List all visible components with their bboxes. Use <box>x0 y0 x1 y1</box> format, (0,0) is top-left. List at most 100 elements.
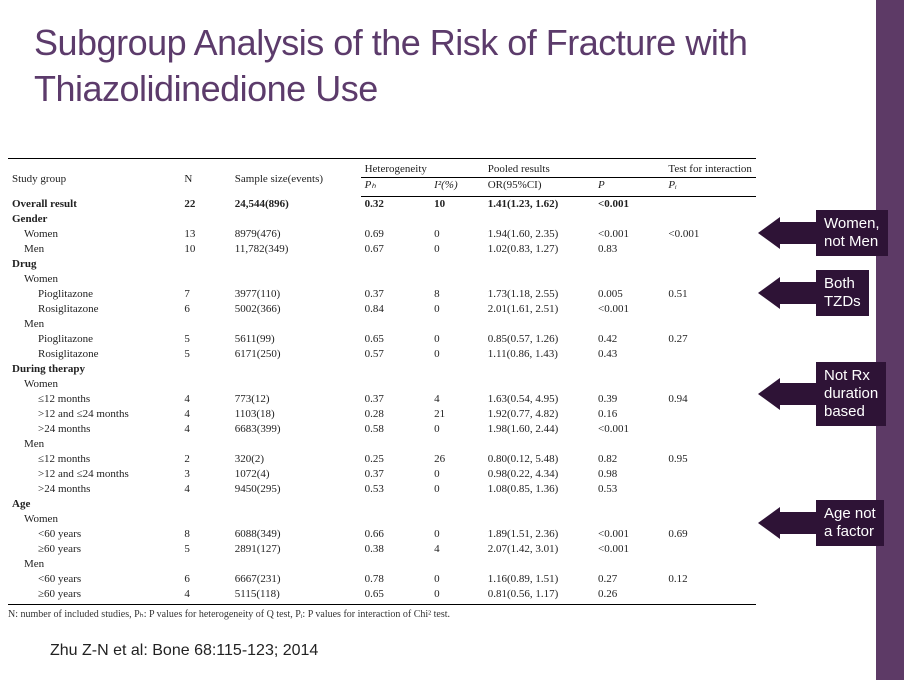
cell <box>664 362 756 377</box>
cell: <0.001 <box>594 527 664 542</box>
cell: 0.37 <box>361 467 431 482</box>
cell: 0.37 <box>361 287 431 302</box>
cell <box>664 512 756 527</box>
cell <box>231 317 361 332</box>
cell: <0.001 <box>594 302 664 317</box>
cell <box>484 377 594 392</box>
cell <box>664 587 756 605</box>
cell: 0.98(0.22, 4.34) <box>484 467 594 482</box>
cell: 5611(99) <box>231 332 361 347</box>
cell: 5 <box>180 542 230 557</box>
cell: 0 <box>430 227 484 242</box>
cell <box>361 437 431 452</box>
data-table-container: Study group N Sample size(events) Hetero… <box>8 158 756 620</box>
cell: 0.38 <box>361 542 431 557</box>
cell: 0.57 <box>361 347 431 362</box>
cell <box>361 512 431 527</box>
cell: >12 and ≤24 months <box>8 467 180 482</box>
cell: Men <box>8 437 180 452</box>
cell: 773(12) <box>231 392 361 407</box>
callout-label-text: Not Rxdurationbased <box>818 367 878 421</box>
cell <box>180 497 230 512</box>
cell: 0 <box>430 482 484 497</box>
arrow-body <box>780 222 816 244</box>
cell <box>231 362 361 377</box>
cell: Women <box>8 227 180 242</box>
callout-label-box: BothTZDs <box>816 270 869 316</box>
cell: Rosiglitazone <box>8 347 180 362</box>
table-row: Pioglitazone73977(110)0.3781.73(1.18, 2.… <box>8 287 756 302</box>
col-sample-size: Sample size(events) <box>231 159 361 197</box>
cell: 320(2) <box>231 452 361 467</box>
cell: 2891(127) <box>231 542 361 557</box>
table-row: Women <box>8 377 756 392</box>
cell <box>484 497 594 512</box>
cell: 1.73(1.18, 2.55) <box>484 287 594 302</box>
cell: 1.94(1.60, 2.35) <box>484 227 594 242</box>
cell <box>430 377 484 392</box>
callout-label-text: Women,not Men <box>818 215 880 251</box>
cell <box>430 272 484 287</box>
cell <box>180 512 230 527</box>
arrow-body <box>780 512 816 534</box>
cell: 4 <box>180 422 230 437</box>
cell: 0.28 <box>361 407 431 422</box>
cell: 0 <box>430 422 484 437</box>
cell: Drug <box>8 257 180 272</box>
cell <box>484 317 594 332</box>
arrow-head-icon <box>758 277 780 309</box>
cell <box>664 377 756 392</box>
cell <box>231 512 361 527</box>
table-row: >24 months49450(295)0.5301.08(0.85, 1.36… <box>8 482 756 497</box>
sidebar-accent-strip <box>876 0 904 680</box>
cell <box>180 317 230 332</box>
cell: ≤12 months <box>8 452 180 467</box>
col-n: N <box>180 159 230 197</box>
table-row: Women <box>8 512 756 527</box>
cell: 0.12 <box>664 572 756 587</box>
cell <box>484 272 594 287</box>
cell: 0.84 <box>361 302 431 317</box>
cell: <0.001 <box>594 542 664 557</box>
cell: 11,782(349) <box>231 242 361 257</box>
cell: 4 <box>180 482 230 497</box>
cell: 6 <box>180 302 230 317</box>
cell <box>594 437 664 452</box>
cell: <60 years <box>8 572 180 587</box>
cell <box>664 257 756 272</box>
cell: 1.41(1.23, 1.62) <box>484 197 594 213</box>
cell: Pioglitazone <box>8 287 180 302</box>
callout-label-text: Age nota factor <box>818 505 876 541</box>
cell: 6088(349) <box>231 527 361 542</box>
cell <box>180 212 230 227</box>
cell <box>361 257 431 272</box>
callout-arrow: BothTZDs <box>758 270 869 316</box>
table-row: Men <box>8 317 756 332</box>
arrow-head-icon <box>758 217 780 249</box>
title-block: Subgroup Analysis of the Risk of Fractur… <box>0 0 876 130</box>
cell: 0.51 <box>664 287 756 302</box>
callout-arrow: Not Rxdurationbased <box>758 362 886 426</box>
cell <box>484 212 594 227</box>
cell <box>180 557 230 572</box>
table-footnote: N: number of included studies, Pₕ: P val… <box>8 605 756 620</box>
cell: 8 <box>430 287 484 302</box>
cell <box>664 467 756 482</box>
col-i2: I²(%) <box>430 178 484 197</box>
cell: 0.69 <box>361 227 431 242</box>
cell: 0.16 <box>594 407 664 422</box>
table-body: Overall result2224,544(896)0.32101.41(1.… <box>8 197 756 605</box>
cell <box>484 512 594 527</box>
callout-label-text: BothTZDs <box>818 275 861 311</box>
cell: 0 <box>430 302 484 317</box>
cell <box>361 212 431 227</box>
citation: Zhu Z-N et al: Bone 68:115-123; 2014 <box>50 642 318 660</box>
table-row: Men <box>8 437 756 452</box>
cell <box>361 377 431 392</box>
table-row: Men1011,782(349)0.6701.02(0.83, 1.27)0.8… <box>8 242 756 257</box>
cell <box>361 497 431 512</box>
col-pi: Pᵢ <box>664 178 756 197</box>
callout-label-box: Age nota factor <box>816 500 884 546</box>
table-row: Rosiglitazone65002(366)0.8402.01(1.61, 2… <box>8 302 756 317</box>
cell <box>430 437 484 452</box>
